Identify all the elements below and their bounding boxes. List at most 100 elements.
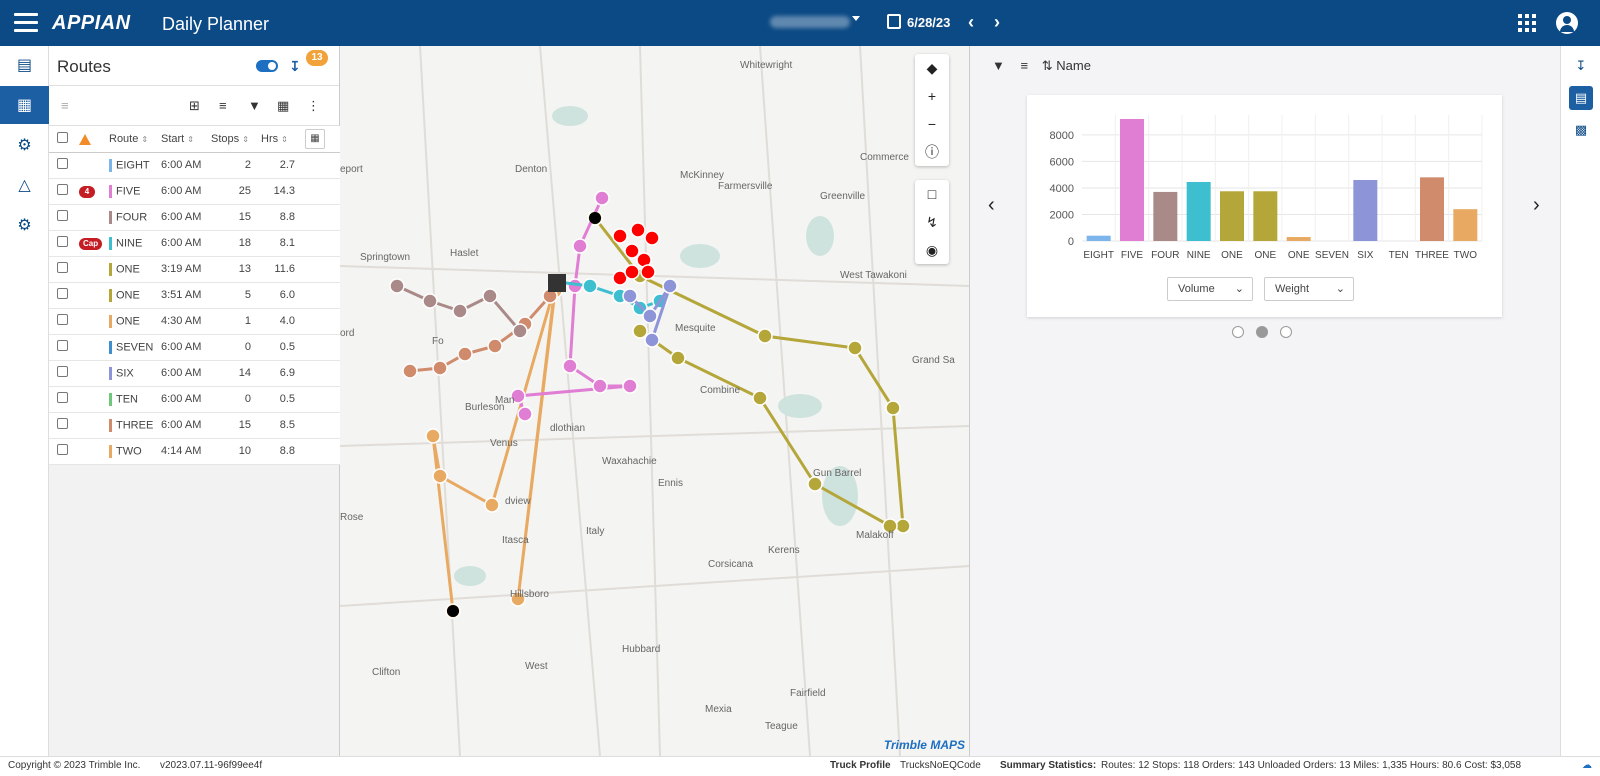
routes-toggle[interactable] (256, 60, 278, 72)
table-row[interactable]: ONE 3:51 AM 5 6.0 (49, 282, 340, 309)
carousel-dot[interactable] (1280, 326, 1292, 338)
route-name[interactable]: FIVE (116, 184, 141, 197)
row-checkbox[interactable] (57, 262, 68, 273)
route-stop[interactable] (847, 340, 863, 356)
row-checkbox[interactable] (57, 288, 68, 299)
row-checkbox[interactable] (57, 340, 68, 351)
select-area-icon[interactable]: □ (927, 186, 937, 202)
add-route-icon[interactable]: ⊞ (189, 98, 200, 113)
route-stop[interactable] (510, 591, 526, 607)
route-stop[interactable] (422, 293, 438, 309)
route-stop[interactable] (632, 323, 648, 339)
filter-icon[interactable]: ▼ (992, 58, 1005, 73)
route-name[interactable]: THREE (116, 418, 154, 431)
route-stop[interactable] (572, 238, 588, 254)
chevron-right-icon[interactable]: › (1533, 194, 1540, 216)
route-stop[interactable] (662, 278, 678, 294)
route-stop[interactable] (512, 323, 528, 339)
unassigned-stop[interactable] (624, 243, 640, 259)
layers-icon[interactable]: ◆ (926, 60, 938, 76)
row-checkbox[interactable] (57, 236, 68, 247)
account-selector[interactable] (770, 12, 860, 32)
route-name[interactable]: SIX (116, 366, 134, 379)
route-stop[interactable] (452, 303, 468, 319)
route-stop[interactable] (432, 468, 448, 484)
route-stop[interactable] (425, 428, 441, 444)
bar[interactable] (1453, 209, 1478, 241)
route-name[interactable]: ONE (116, 262, 140, 275)
unassigned-stop[interactable] (612, 228, 628, 244)
route-stop[interactable] (752, 390, 768, 406)
zoom-out-icon[interactable]: − (927, 116, 937, 132)
apps-grid-icon[interactable] (1518, 14, 1536, 32)
row-checkbox[interactable] (57, 392, 68, 403)
route-stop[interactable] (644, 332, 660, 348)
route-stop[interactable] (562, 358, 578, 374)
route-stop[interactable] (807, 476, 823, 492)
bar[interactable] (1186, 181, 1211, 241)
map-icon[interactable]: ▦ (0, 86, 49, 124)
route-stop[interactable] (487, 338, 503, 354)
col-start[interactable]: Start ⇕ (161, 126, 211, 153)
row-checkbox[interactable] (57, 158, 68, 169)
col-route[interactable]: Route ⇕ (109, 126, 161, 153)
carousel-dot[interactable] (1232, 326, 1244, 338)
bar[interactable] (1353, 179, 1378, 241)
chevron-left-icon[interactable]: ‹ (968, 12, 974, 32)
route-path-icon[interactable]: ↯ (926, 214, 938, 230)
download-icon[interactable]: ↧ (289, 58, 301, 74)
menu-icon[interactable] (14, 13, 38, 33)
unassigned-stop[interactable] (612, 270, 628, 286)
sort-label[interactable]: Name (1056, 58, 1091, 73)
route-stop[interactable] (642, 308, 658, 324)
row-checkbox[interactable] (57, 184, 68, 195)
unassigned-stop[interactable] (630, 222, 646, 238)
truck-profile-value[interactable]: TrucksNoEQCode (900, 760, 981, 771)
card-icon[interactable]: ▤ (16, 57, 33, 74)
route-name[interactable]: ONE (116, 314, 140, 327)
filter-icon[interactable]: ▼ (248, 98, 261, 113)
table-row[interactable]: SIX 6:00 AM 14 6.9 (49, 360, 340, 387)
row-checkbox[interactable] (57, 366, 68, 377)
route-stop[interactable] (482, 288, 498, 304)
info-icon[interactable]: ⓘ (925, 144, 939, 160)
unassigned-stop[interactable] (624, 264, 640, 280)
route-name[interactable]: TEN (116, 392, 138, 405)
route-stop[interactable] (622, 288, 638, 304)
table-row[interactable]: THREE 6:00 AM 15 8.5 (49, 412, 340, 439)
bar-chart-icon[interactable]: ▩ (1574, 122, 1588, 137)
table-row[interactable]: ONE 3:19 AM 13 11.6 (49, 256, 340, 283)
unassigned-stop[interactable] (640, 264, 656, 280)
bar[interactable] (1253, 191, 1278, 241)
chevron-down-icon[interactable] (852, 16, 860, 21)
sort-icon[interactable]: ≡ (219, 98, 227, 113)
checklist-icon[interactable]: ≡ (61, 98, 69, 113)
route-stop[interactable] (402, 363, 418, 379)
sort-icon[interactable]: ≡ (1020, 58, 1029, 73)
route-stop[interactable] (594, 190, 610, 206)
bar[interactable] (1120, 118, 1144, 241)
route-stop[interactable] (622, 378, 638, 394)
row-checkbox[interactable] (57, 210, 68, 221)
grid-view-icon[interactable]: ▦ (277, 98, 290, 113)
route-stop[interactable] (592, 378, 608, 394)
row-checkbox[interactable] (57, 418, 68, 429)
route-stop[interactable] (882, 518, 898, 534)
bar[interactable] (1220, 191, 1244, 241)
user-avatar-icon[interactable] (1556, 12, 1578, 34)
chevron-left-icon[interactable]: ‹ (988, 194, 995, 216)
table-row[interactable]: FOUR 6:00 AM 15 8.8 (49, 204, 340, 231)
route-name[interactable]: FOUR (116, 210, 148, 223)
bar[interactable] (1086, 235, 1111, 241)
route-name[interactable]: ONE (116, 288, 140, 301)
route-stop[interactable] (432, 360, 448, 376)
route-stop[interactable] (517, 406, 533, 422)
route-name[interactable]: TWO (116, 444, 142, 457)
route-line[interactable] (628, 285, 672, 341)
route-name[interactable]: NINE (116, 236, 143, 249)
select-all-checkbox[interactable] (57, 131, 68, 143)
carousel-dot-active[interactable] (1256, 326, 1268, 338)
route-stop[interactable] (484, 497, 500, 513)
gear-icon[interactable]: ⚙ (17, 217, 32, 234)
table-row[interactable]: TWO 4:14 AM 10 8.8 (49, 438, 340, 465)
